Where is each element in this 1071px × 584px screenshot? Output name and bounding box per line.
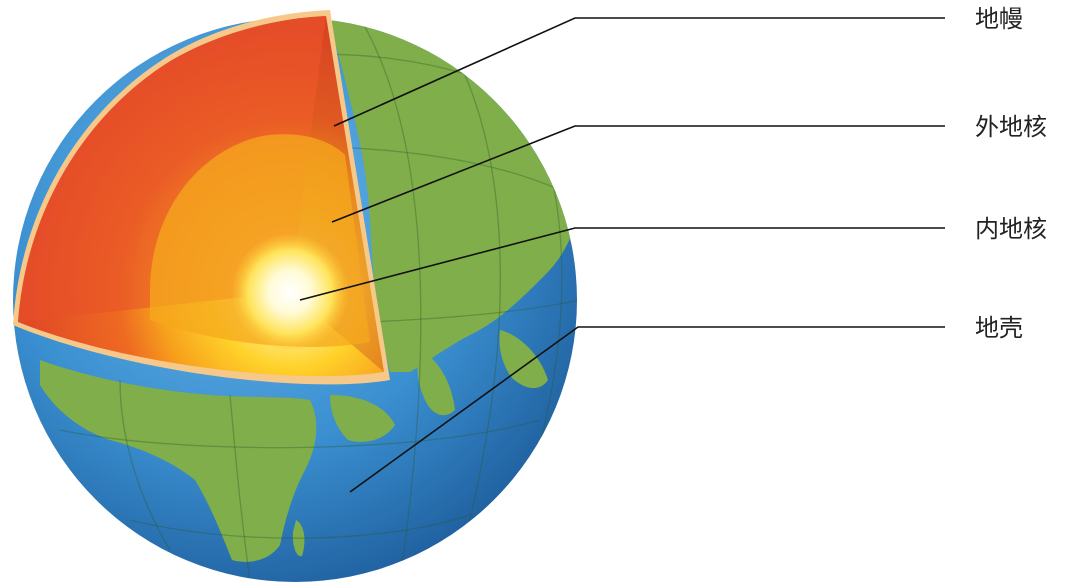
leader-line-mantle — [333, 17, 945, 127]
landmass-arabia — [330, 395, 395, 442]
label-inner-core: 内地核 — [975, 215, 1047, 243]
landmass-africa — [40, 360, 317, 562]
leader-lines — [299, 17, 945, 493]
leader-line-inner-core — [299, 227, 945, 301]
label-outer-core: 外地核 — [975, 113, 1047, 141]
inner-core-layer — [232, 234, 348, 350]
landmass-madagascar — [292, 520, 305, 557]
globe — [13, 10, 577, 582]
landmass-se-asia — [499, 330, 548, 389]
cutaway-wedge — [13, 10, 390, 385]
label-mantle: 地幔 — [975, 5, 1023, 33]
leader-line-crust — [349, 326, 945, 493]
leader-line-outer-core — [331, 125, 945, 223]
label-crust: 地壳 — [975, 314, 1023, 342]
labels: 地幔 外地核 内地核 地壳 — [975, 5, 1047, 342]
landmass-india — [417, 350, 455, 416]
